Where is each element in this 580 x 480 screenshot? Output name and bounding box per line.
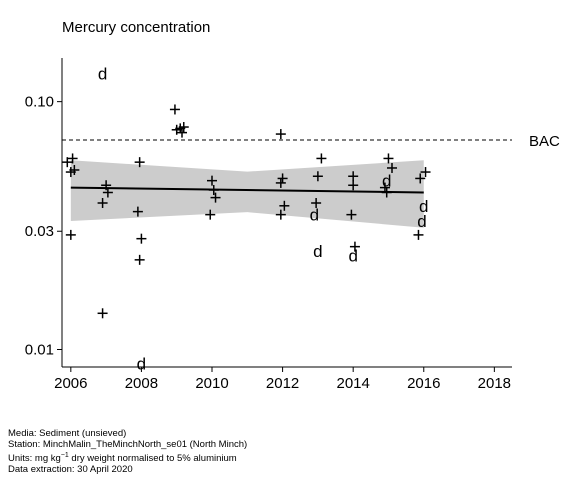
- bac-label: BAC: [529, 133, 560, 150]
- footer-media: Media: Sediment (unsieved): [8, 428, 127, 439]
- data-point: [97, 198, 108, 209]
- data-point: [275, 209, 286, 220]
- data-point: [275, 129, 286, 140]
- data-point: [67, 153, 78, 164]
- data-point: [69, 164, 80, 175]
- data-point: [349, 241, 360, 252]
- data-point: [205, 209, 216, 220]
- trend-line: [70, 186, 424, 194]
- data-point-d: d: [382, 172, 391, 191]
- data-point: [169, 104, 180, 115]
- data-point: [207, 175, 217, 186]
- x-tick-label: 2010: [195, 375, 228, 392]
- y-tick-label: 0.10: [25, 94, 54, 111]
- data-point-d: d: [310, 206, 319, 225]
- footer-station: Station: MinchMalin_TheMinchNorth_se01 (…: [8, 439, 248, 450]
- footer-units-suffix: dry weight normalised to 5% aluminium: [68, 453, 237, 465]
- data-point: [381, 187, 392, 198]
- data-point: [132, 206, 143, 217]
- data-point: [136, 233, 147, 244]
- footer-extraction: Data extraction: 30 April 2020: [8, 464, 133, 476]
- footer-units-prefix: Units: mg kg: [8, 453, 61, 465]
- data-point: [379, 182, 390, 193]
- data-point: [316, 153, 327, 164]
- y-tick-label: 0.01: [25, 342, 54, 359]
- data-point: [178, 122, 189, 133]
- data-point: [275, 177, 286, 188]
- data-point: [210, 192, 221, 203]
- x-tick-label: 2016: [407, 375, 440, 392]
- data-point: [208, 185, 219, 196]
- data-point: [279, 200, 290, 211]
- footer-units: Units: mg kg−1 dry weight normalised to …: [8, 450, 247, 464]
- data-point: [312, 171, 323, 182]
- x-tick-label: 2006: [54, 375, 87, 392]
- data-point: [102, 187, 113, 198]
- data-point: [101, 180, 112, 191]
- x-tick-label: 2008: [125, 375, 158, 392]
- data-point: [383, 153, 394, 164]
- data-point: [348, 171, 359, 182]
- data-point-d: d: [313, 242, 322, 261]
- chart-title: Mercury concentration: [62, 19, 211, 36]
- data-point-d: d: [137, 354, 146, 373]
- data-point: [62, 157, 73, 168]
- data-point: [348, 180, 359, 191]
- footer-units-exponent: −1: [60, 452, 69, 459]
- chart-footer: Media: Sediment (unsieved) Station: Minc…: [8, 428, 247, 475]
- data-point-d: d: [417, 212, 426, 231]
- data-point: [387, 162, 397, 173]
- data-point: [97, 308, 108, 319]
- data-point-d: d: [98, 64, 107, 83]
- y-tick-label: 0.03: [25, 223, 54, 240]
- data-point: [177, 127, 187, 138]
- data-point: [311, 198, 322, 209]
- x-tick-label: 2018: [478, 375, 511, 392]
- x-tick-label: 2014: [336, 375, 369, 392]
- data-point: [134, 157, 145, 168]
- data-point: [346, 209, 357, 220]
- data-point: [413, 229, 424, 240]
- confidence-band: [70, 160, 424, 228]
- data-point-d: d: [419, 197, 428, 216]
- data-point: [420, 167, 431, 178]
- data-point: [415, 173, 426, 184]
- data-point: [65, 229, 76, 240]
- x-tick-label: 2012: [266, 375, 299, 392]
- data-point: [134, 254, 145, 265]
- data-point: [277, 173, 288, 184]
- data-point-d: d: [348, 246, 357, 265]
